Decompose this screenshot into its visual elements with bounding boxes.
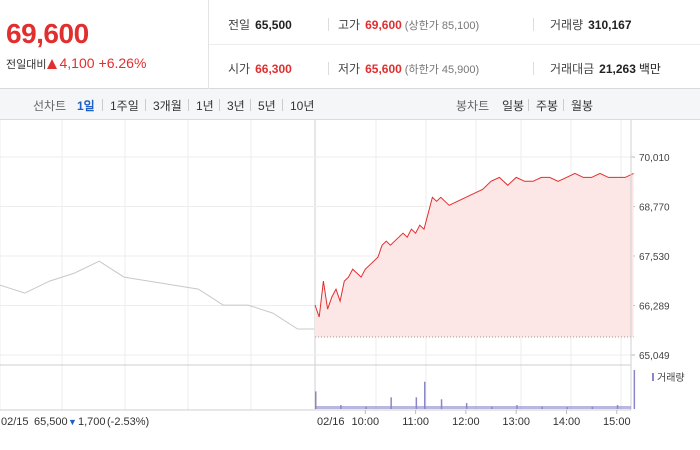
divider — [102, 99, 103, 111]
divider — [528, 99, 529, 111]
volume-legend-label: 거래량 — [657, 372, 685, 384]
volume-bar-6 — [440, 399, 443, 410]
low-price: 저가 65,600 (하한가 45,900) — [338, 60, 479, 77]
candle-weekly[interactable]: 주봉 — [536, 99, 559, 113]
volume-bar-3 — [390, 397, 392, 409]
divider — [219, 99, 220, 111]
line-chart-title: 선차트 — [33, 99, 67, 113]
intraday-price-line — [314, 172, 634, 318]
period-3y[interactable]: 3년 — [227, 99, 245, 113]
prev-close-value: 65,500 — [255, 18, 292, 32]
divider — [282, 99, 283, 111]
prev-close-value-label: 65,500 — [34, 416, 68, 428]
volume-value: 310,167 — [588, 18, 632, 32]
period-10y[interactable]: 10년 — [290, 99, 315, 113]
volume-label: 거래량 — [550, 18, 584, 32]
up-triangle-icon — [47, 59, 58, 69]
x-tick-label-5: 15:00 — [603, 416, 631, 428]
volume-legend-icon — [652, 373, 654, 381]
x-tick-label-0: 10:00 — [352, 416, 380, 428]
trade-amount-unit: 백만 — [638, 62, 661, 76]
y-tick-labels: 70,010 68,770 67,530 66,289 65,049 — [639, 153, 670, 362]
quote-header: 69,600 전일대비 4,100 +6.26% 전일 65,500 고가 69,600… — [0, 0, 700, 89]
chart-toolbar: 선차트 1일 1주일 3개월 1년 3년 5년 10년 봉차트 일봉 주봉 월봉 — [0, 89, 700, 120]
open-price-value: 66,300 — [255, 62, 292, 76]
prev-close-label: 전일 — [228, 18, 251, 32]
high-price-label: 고가 — [338, 18, 361, 32]
y-tick-label-2: 67,530 — [639, 252, 670, 263]
y-tick-label-0: 70,010 — [639, 153, 670, 164]
open-price-label: 시가 — [228, 62, 251, 76]
y-tick-label-1: 68,770 — [639, 203, 670, 214]
high-price-value: 69,600 — [365, 18, 402, 32]
prev-change-value: 1,700 — [78, 416, 106, 428]
period-1y[interactable]: 1년 — [196, 99, 214, 113]
current-price-panel: 69,600 전일대비 4,100 +6.26% — [0, 0, 209, 89]
x-tick-label-3: 13:00 — [502, 416, 530, 428]
volume-baseline — [315, 406, 631, 409]
trade-amount-label: 거래대금 — [550, 62, 595, 76]
candle-daily[interactable]: 일봉 — [502, 99, 525, 113]
change-amount: 4,100 — [59, 55, 95, 71]
lower-limit: (하한가 45,900) — [404, 64, 480, 76]
trade-amount-value: 21,263 — [599, 62, 636, 76]
current-date-label: 02/16 — [317, 416, 345, 428]
x-tick-label-1: 11:00 — [402, 416, 429, 428]
period-1w[interactable]: 1주일 — [110, 99, 139, 113]
volume-bar-0 — [315, 391, 317, 409]
prev-day-price-line — [0, 260, 315, 330]
prev-close: 전일 65,500 — [228, 16, 292, 33]
x-tick-label-4: 14:00 — [553, 416, 581, 428]
volume-bar-5 — [424, 381, 426, 409]
divider — [563, 99, 564, 111]
upper-limit: (상한가 85,100) — [404, 20, 480, 32]
divider — [188, 99, 189, 111]
candle-monthly[interactable]: 월봉 — [571, 99, 594, 113]
volume-bars — [315, 370, 636, 410]
prev-change-rate: (-2.53%) — [107, 416, 149, 428]
change-label: 전일대비 — [6, 59, 47, 71]
open-price: 시가 66,300 — [228, 60, 292, 77]
current-price: 69,600 — [6, 18, 89, 49]
period-3m[interactable]: 3개월 — [153, 99, 182, 113]
divider — [533, 18, 534, 31]
divider — [328, 18, 329, 31]
period-1d[interactable]: 1일 — [77, 99, 95, 113]
divider — [145, 99, 146, 111]
volume-bar-14 — [633, 370, 636, 409]
y-tick-label-3: 66,289 — [639, 302, 670, 313]
x-tick-label-2: 12:00 — [452, 416, 480, 428]
low-price-label: 저가 — [338, 62, 361, 76]
candle-chart-title: 봉차트 — [456, 99, 490, 113]
down-triangle-icon: ▼ — [68, 417, 77, 427]
row-divider — [209, 44, 700, 45]
trade-amount: 거래대금 21,263 백만 — [550, 60, 661, 77]
volume-bar-4 — [415, 397, 418, 409]
divider — [328, 62, 329, 75]
high-price: 고가 69,600 (상한가 85,100) — [338, 16, 479, 33]
price-area-fill — [315, 173, 634, 337]
prev-date-label: 02/15 — [1, 416, 29, 428]
price-change: 전일대비 4,100 +6.26% — [6, 55, 146, 72]
change-rate: +6.26% — [98, 55, 147, 71]
y-tick-label-4: 65,049 — [639, 351, 670, 362]
divider — [533, 62, 534, 75]
price-chart: 70,010 68,770 67,530 66,289 65,049 거래량 10:00… — [0, 120, 685, 428]
x-tick-labels: 10:00 11:00 12:00 13:00 14:00 15:00 — [352, 410, 631, 428]
period-5y[interactable]: 5년 — [258, 99, 276, 113]
volume: 거래량 310,167 — [550, 16, 632, 33]
low-price-value: 65,600 — [365, 62, 402, 76]
divider — [250, 99, 251, 111]
